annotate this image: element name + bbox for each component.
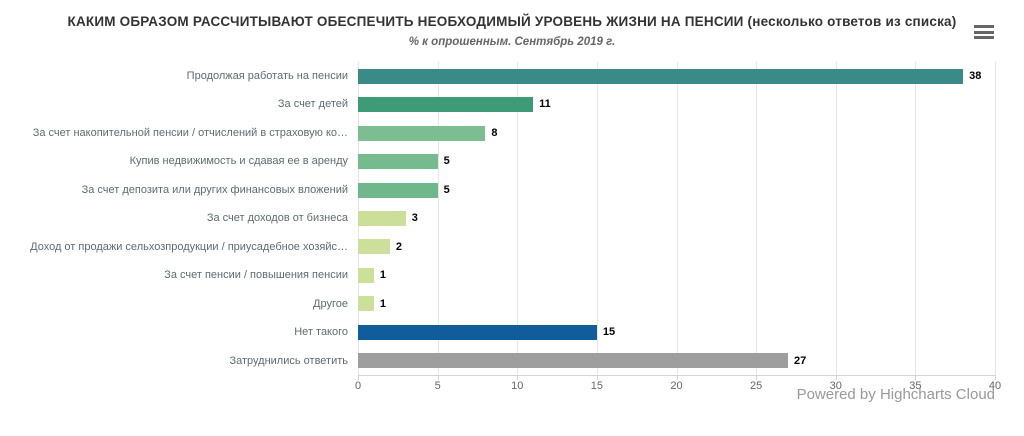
category-label: Продолжая работать на пенсии — [186, 70, 348, 82]
gridline — [517, 62, 519, 375]
data-label: 15 — [602, 326, 616, 339]
category-label: Затруднились ответить — [229, 354, 348, 367]
category-label: За счет депозита или других финансовых в… — [81, 183, 348, 196]
chart-subtitle: % к опрошенным. Сентябрь 2019 г. — [408, 36, 616, 48]
bar[interactable] — [358, 239, 390, 255]
category-label: Другое — [313, 297, 348, 310]
category-label: За счет пенсии / повышения пенсии — [164, 269, 348, 282]
gridline — [915, 62, 917, 375]
bar[interactable] — [358, 296, 374, 312]
bar[interactable] — [358, 97, 534, 113]
bar[interactable] — [358, 154, 438, 170]
chart-title: КАКИМ ОБРАЗОМ РАССЧИТЫВАЮТ ОБЕСПЕЧИТЬ НЕ… — [67, 14, 957, 29]
x-axis-label: 20 — [670, 380, 683, 392]
bar[interactable] — [358, 125, 486, 141]
data-label: 2 — [395, 240, 402, 253]
data-label: 27 — [793, 354, 807, 367]
bar[interactable] — [358, 324, 597, 340]
category-label: Нет такого — [294, 326, 348, 339]
data-label: 38 — [969, 70, 982, 82]
x-axis-label: 5 — [434, 380, 441, 392]
category-label: Доход от продажи сельхозпродукции / приу… — [30, 240, 348, 253]
bar[interactable] — [358, 211, 406, 226]
bar[interactable] — [358, 182, 438, 198]
plot-area: 38 11 8 5 5 3 2 1 1 15 27 — [358, 62, 996, 376]
x-axis-tick — [995, 375, 996, 380]
context-menu-button[interactable] — [970, 20, 998, 44]
bar[interactable] — [358, 267, 374, 283]
x-axis-label: 25 — [750, 380, 763, 392]
gridline — [676, 62, 678, 375]
x-axis-label: 15 — [590, 380, 603, 392]
hamburger-icon — [974, 25, 994, 39]
category-label: За счет доходов от бизнеса — [206, 212, 348, 225]
gridline — [756, 62, 758, 375]
x-axis-label: 0 — [354, 380, 362, 392]
data-label: 5 — [443, 155, 450, 168]
credits-link[interactable]: Powered by Highcharts Cloud — [796, 386, 995, 403]
data-label: 1 — [379, 269, 387, 282]
category-label: За счет детей — [277, 98, 348, 111]
data-label: 5 — [443, 183, 450, 196]
bar[interactable] — [358, 353, 788, 369]
gridline — [835, 62, 837, 375]
gridline — [437, 62, 439, 375]
x-axis-line — [358, 375, 995, 376]
data-label: 8 — [491, 126, 498, 139]
category-label: Купив недвижимость и сдавая ее в аренду — [129, 155, 348, 168]
data-label: 11 — [539, 98, 551, 111]
x-axis-label: 10 — [511, 380, 524, 392]
data-label: 3 — [411, 212, 418, 225]
data-label: 1 — [379, 297, 387, 310]
bar[interactable] — [358, 68, 964, 84]
gridline — [596, 62, 598, 375]
category-label: За счет накопительной пенсии / отчислени… — [32, 126, 348, 139]
gridline — [995, 62, 996, 375]
